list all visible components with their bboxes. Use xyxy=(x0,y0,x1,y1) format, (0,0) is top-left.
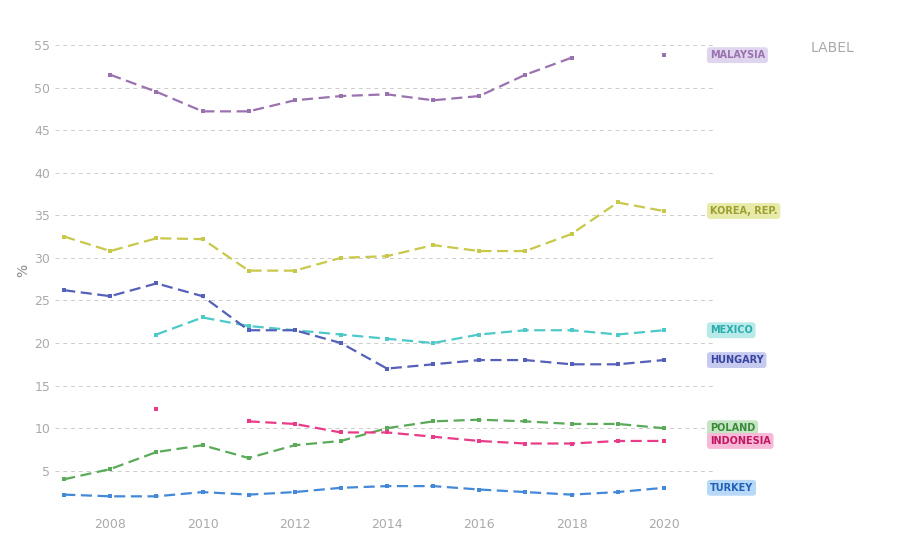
Text: LABEL: LABEL xyxy=(811,41,855,55)
Text: INDONESIA: INDONESIA xyxy=(710,436,770,446)
Text: MALAYSIA: MALAYSIA xyxy=(710,50,765,60)
Y-axis label: %: % xyxy=(16,264,30,277)
Text: HUNGARY: HUNGARY xyxy=(710,355,764,365)
Text: MEXICO: MEXICO xyxy=(710,325,753,335)
Text: POLAND: POLAND xyxy=(710,423,755,433)
Text: KOREA, REP.: KOREA, REP. xyxy=(710,206,778,216)
Text: TURKEY: TURKEY xyxy=(710,483,753,493)
